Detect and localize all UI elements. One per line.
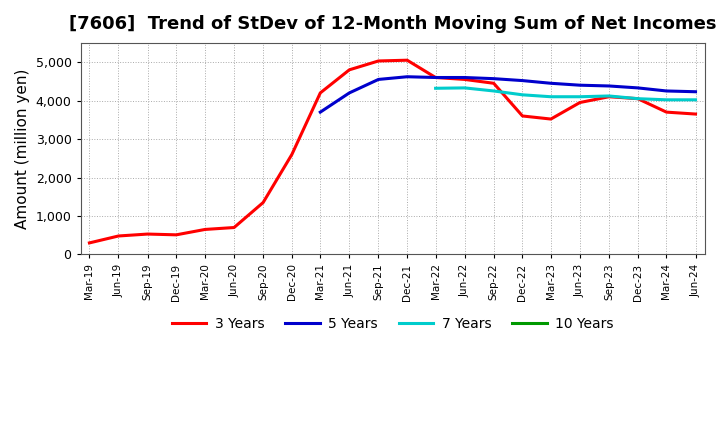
Line: 3 Years: 3 Years xyxy=(89,60,696,243)
Line: 7 Years: 7 Years xyxy=(436,88,696,100)
Legend: 3 Years, 5 Years, 7 Years, 10 Years: 3 Years, 5 Years, 7 Years, 10 Years xyxy=(166,311,619,336)
Line: 5 Years: 5 Years xyxy=(320,77,696,112)
Title: [7606]  Trend of StDev of 12-Month Moving Sum of Net Incomes: [7606] Trend of StDev of 12-Month Moving… xyxy=(69,15,716,33)
Y-axis label: Amount (million yen): Amount (million yen) xyxy=(15,69,30,229)
